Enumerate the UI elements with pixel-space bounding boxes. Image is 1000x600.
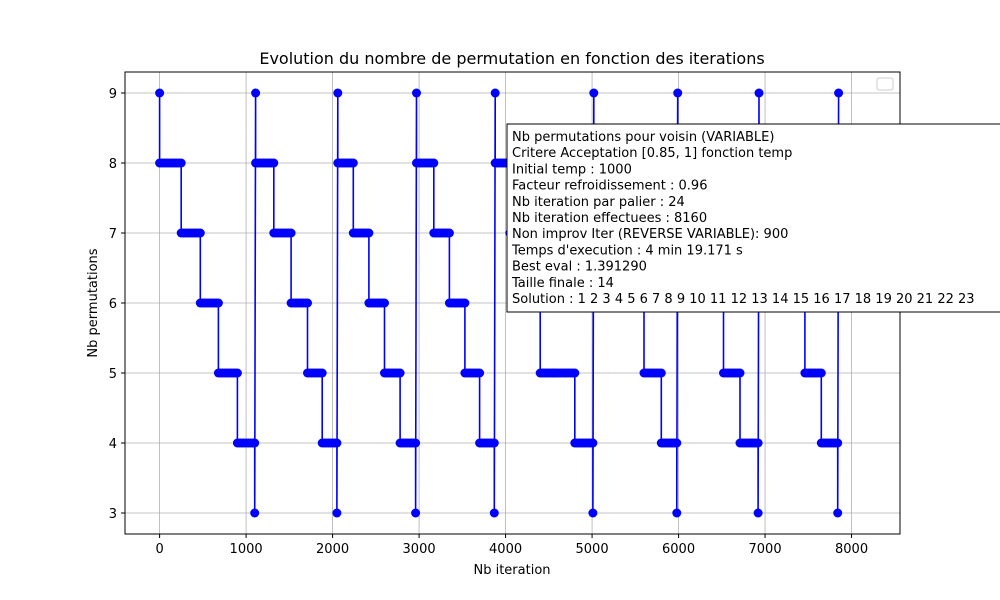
data-point bbox=[586, 438, 596, 448]
data-point bbox=[155, 88, 165, 98]
data-point bbox=[588, 508, 598, 518]
annotation-line: Taille finale : 14 bbox=[511, 276, 614, 291]
data-point bbox=[654, 368, 664, 378]
data-point bbox=[490, 88, 500, 98]
y-tick-label: 7 bbox=[109, 227, 117, 242]
x-tick-label: 5000 bbox=[576, 542, 609, 557]
data-point bbox=[733, 368, 743, 378]
data-point bbox=[442, 228, 452, 238]
data-point bbox=[568, 368, 578, 378]
y-tick-label: 6 bbox=[109, 297, 117, 312]
annotation-line: Temps d'execution : 4 min 19.171 s bbox=[511, 243, 743, 258]
x-axis-label: Nb iteration bbox=[473, 563, 550, 578]
data-point bbox=[487, 438, 497, 448]
annotation-box: Nb permutations pour voisin (VARIABLE)Cr… bbox=[506, 123, 1000, 313]
data-point bbox=[174, 158, 184, 168]
data-point bbox=[412, 88, 421, 98]
data-point bbox=[409, 438, 419, 448]
data-point bbox=[458, 298, 468, 308]
data-point bbox=[333, 88, 343, 98]
annotation-line: Nb iteration par palier : 24 bbox=[512, 195, 685, 210]
x-tick-label: 1000 bbox=[230, 542, 263, 557]
data-point bbox=[346, 158, 356, 168]
data-point bbox=[315, 368, 325, 378]
annotation-line: Nb iteration effectuees : 8160 bbox=[512, 211, 707, 226]
data-point bbox=[589, 88, 599, 98]
data-point bbox=[673, 88, 683, 98]
data-point bbox=[378, 298, 387, 308]
annotation-frame bbox=[506, 123, 1000, 313]
x-tick-label: 0 bbox=[155, 542, 163, 557]
data-point bbox=[834, 88, 844, 98]
data-point bbox=[267, 158, 277, 168]
data-point bbox=[193, 228, 203, 238]
data-point bbox=[833, 508, 843, 518]
annotation-line: Best eval : 1.391290 bbox=[512, 260, 647, 275]
data-point bbox=[754, 88, 764, 98]
annotation-line: Facteur refroidissement : 0.96 bbox=[512, 179, 707, 194]
data-point bbox=[330, 438, 340, 448]
data-point bbox=[211, 298, 221, 308]
data-point bbox=[751, 438, 761, 448]
annotation-line: Critere Acceptation [0.85, 1] fonction t… bbox=[512, 146, 792, 161]
y-axis-label: Nb permutations bbox=[86, 248, 101, 357]
y-tick-label: 5 bbox=[109, 367, 117, 382]
annotation-line: Non improv Iter (REVERSE VARIABLE): 900 bbox=[512, 227, 788, 242]
data-point bbox=[831, 438, 841, 448]
y-tick-label: 8 bbox=[109, 157, 117, 172]
data-point bbox=[301, 298, 310, 308]
y-tick-label: 3 bbox=[109, 507, 117, 522]
data-point bbox=[362, 228, 372, 238]
data-point bbox=[489, 508, 499, 518]
y-axis: 3 4 5 6 7 8 9 bbox=[109, 87, 125, 522]
x-tick-label: 4000 bbox=[489, 542, 522, 557]
data-point bbox=[248, 438, 258, 448]
x-tick-label: 8000 bbox=[835, 542, 868, 557]
annotation-line: Nb permutations pour voisin (VARIABLE) bbox=[512, 130, 774, 145]
data-point bbox=[753, 508, 763, 518]
x-tick-label: 6000 bbox=[662, 542, 695, 557]
x-tick-label: 7000 bbox=[749, 542, 782, 557]
x-tick-label: 2000 bbox=[316, 542, 349, 557]
data-point bbox=[411, 508, 421, 518]
data-point bbox=[814, 368, 824, 378]
y-tick-label: 9 bbox=[109, 87, 117, 102]
x-axis: 0 1000 2000 3000 4000 5000 6000 7000 8000 bbox=[155, 534, 868, 557]
x-tick-label: 3000 bbox=[403, 542, 436, 557]
legend-box bbox=[876, 77, 894, 91]
data-point bbox=[393, 368, 403, 378]
data-point bbox=[672, 508, 682, 518]
chart-title: Evolution du nombre de permutation en fo… bbox=[259, 49, 764, 68]
data-point bbox=[284, 228, 294, 238]
data-point bbox=[670, 438, 680, 448]
annotation-line: Initial temp : 1000 bbox=[512, 162, 632, 177]
data-point bbox=[230, 368, 240, 378]
data-point bbox=[473, 368, 482, 378]
annotation-line: Solution : 1 2 3 4 5 6 7 8 9 10 11 12 13… bbox=[512, 292, 975, 307]
data-point bbox=[332, 508, 342, 518]
data-point bbox=[250, 508, 260, 518]
y-tick-label: 4 bbox=[109, 437, 117, 452]
data-point bbox=[251, 88, 261, 98]
data-point bbox=[427, 158, 437, 168]
